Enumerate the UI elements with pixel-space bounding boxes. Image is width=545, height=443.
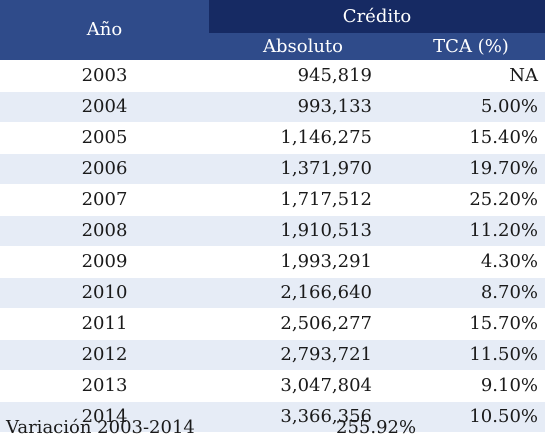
- absolute-cell: 1,910,513: [280, 220, 372, 241]
- year-cell: 2012: [81, 344, 128, 365]
- table-row: 2005 1,146,275 15.40%: [0, 123, 545, 154]
- table-header: Año Crédito Absoluto TCA (%): [0, 0, 545, 60]
- table-footer: Variación 2003-2014 255.92%: [0, 413, 545, 443]
- header-absolute: Absoluto: [262, 36, 343, 57]
- year-cell: 2004: [81, 96, 128, 117]
- header-group-band: [209, 0, 545, 33]
- absolute-cell: 1,717,512: [280, 189, 372, 210]
- absolute-cell: 945,819: [297, 65, 372, 86]
- table-row: 2010 2,166,640 8.70%: [0, 278, 545, 309]
- year-cell: 2003: [81, 65, 128, 86]
- table-row: 2012 2,793,721 11.50%: [0, 340, 545, 371]
- year-cell: 2009: [81, 251, 128, 272]
- tca-cell: NA: [509, 65, 538, 86]
- table-body: 2003 945,819 NA 2004 993,133 5.00% 2005 1,146,2…: [0, 61, 545, 433]
- tca-cell: 4.30%: [480, 251, 538, 272]
- absolute-cell: 1,146,275: [280, 127, 372, 148]
- table-row: 2008 1,910,513 11.20%: [0, 216, 545, 247]
- table-row: 2009 1,993,291 4.30%: [0, 247, 545, 278]
- year-cell: 2006: [81, 158, 128, 179]
- tca-cell: 15.70%: [469, 313, 538, 334]
- year-cell: 2011: [81, 313, 128, 334]
- absolute-cell: 1,993,291: [280, 251, 372, 272]
- tca-cell: 11.20%: [469, 220, 538, 241]
- table-row: 2013 3,047,804 9.10%: [0, 371, 545, 402]
- table-row: 2011 2,506,277 15.70%: [0, 309, 545, 340]
- table-row: 2004 993,133 5.00%: [0, 92, 545, 123]
- tca-cell: 19.70%: [469, 158, 538, 179]
- variation-label: Variación 2003-2014: [6, 417, 195, 438]
- absolute-cell: 2,793,721: [280, 344, 372, 365]
- tca-cell: 9.10%: [480, 375, 538, 396]
- absolute-cell: 3,047,804: [280, 375, 372, 396]
- table-row: 2003 945,819 NA: [0, 61, 545, 92]
- table-row: 2006 1,371,970 19.70%: [0, 154, 545, 185]
- header-credit-group: Crédito: [342, 6, 412, 27]
- variation-value: 255.92%: [336, 417, 417, 438]
- tca-cell: 5.00%: [480, 96, 538, 117]
- tca-cell: 8.70%: [480, 282, 538, 303]
- year-cell: 2008: [81, 220, 128, 241]
- absolute-cell: 1,371,970: [280, 158, 372, 179]
- table-row: 2007 1,717,512 25.20%: [0, 185, 545, 216]
- absolute-cell: 2,506,277: [280, 313, 372, 334]
- year-cell: 2013: [81, 375, 128, 396]
- table-row: 2014 3,366,356 10.50%: [0, 402, 545, 433]
- absolute-cell: 2,166,640: [280, 282, 372, 303]
- absolute-cell: 3,366,356: [280, 406, 372, 427]
- tca-cell: 10.50%: [469, 406, 538, 427]
- absolute-cell: 993,133: [297, 96, 372, 117]
- year-cell: 2005: [81, 127, 128, 148]
- year-cell: 2010: [81, 282, 128, 303]
- header-tca: TCA (%): [433, 36, 509, 57]
- header-year: Año: [86, 19, 123, 40]
- year-cell: 2014: [81, 406, 128, 427]
- tca-cell: 15.40%: [469, 127, 538, 148]
- year-cell: 2007: [81, 189, 128, 210]
- tca-cell: 11.50%: [469, 344, 538, 365]
- tca-cell: 25.20%: [469, 189, 538, 210]
